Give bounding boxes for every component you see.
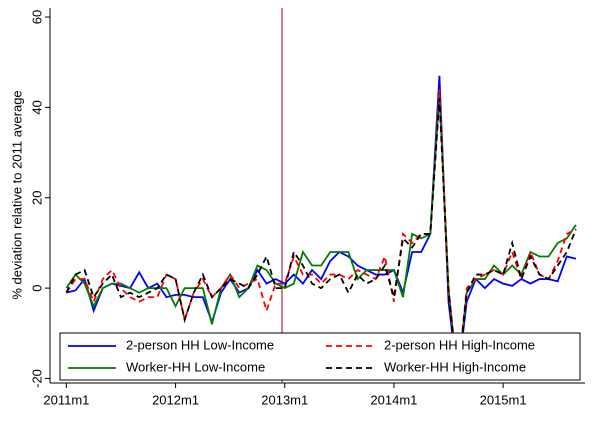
series-line — [65, 93, 577, 379]
plot-area — [65, 75, 577, 379]
series-line — [65, 98, 577, 379]
y-tick-label: -20 — [29, 369, 44, 388]
legend-box — [59, 332, 581, 381]
legend-label: 2-person HH High-Income — [384, 337, 535, 352]
x-tick-label: 2013m1 — [261, 392, 308, 407]
x-tick-label: 2012m1 — [152, 392, 199, 407]
x-tick-label: 2011m1 — [43, 392, 89, 407]
y-tick-label: 60 — [29, 10, 44, 24]
x-tick-label: 2014m1 — [370, 392, 417, 407]
legend-label: Worker-HH High-Income — [384, 359, 526, 374]
y-tick-label: 40 — [29, 100, 44, 114]
y-axis-label: % deviation relative to 2011 average — [9, 90, 24, 299]
y-tick-label: 0 — [29, 285, 44, 292]
y-tick-label: 20 — [29, 191, 44, 205]
legend-label: 2-person HH Low-Income — [126, 337, 274, 352]
x-tick-label: 2015m1 — [480, 392, 527, 407]
legend-label: Worker-HH Low-Income — [126, 359, 265, 374]
series-line — [66, 75, 577, 379]
